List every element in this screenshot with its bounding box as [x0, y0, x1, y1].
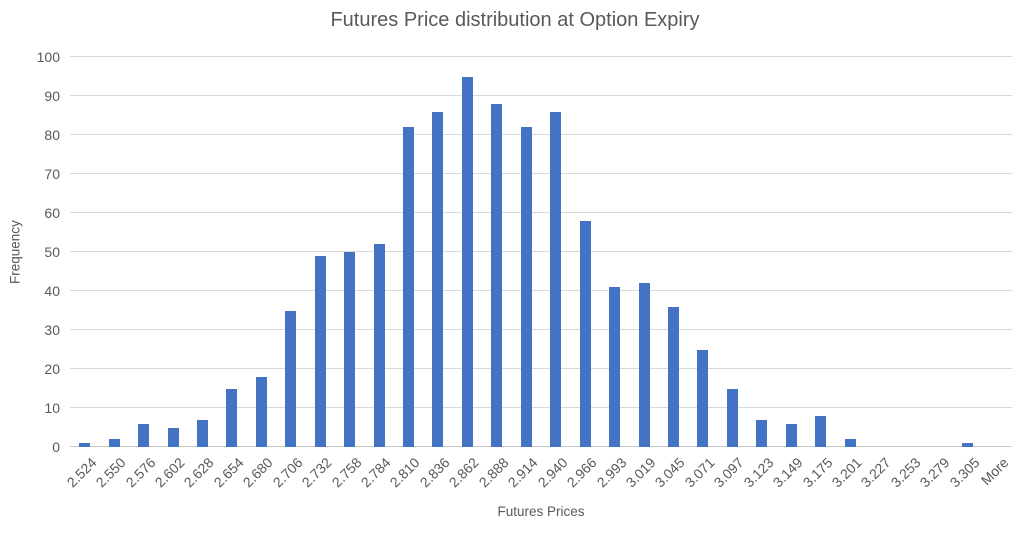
gridline — [70, 134, 1012, 135]
x-tick-label: 3.045 — [651, 454, 689, 491]
bar-2.628 — [196, 419, 208, 447]
x-tick-label: 2.628 — [180, 454, 218, 491]
x-tick-label: 2.966 — [563, 454, 600, 491]
x-tick-label: 3.097 — [710, 454, 747, 491]
x-tick-label: 2.914 — [504, 454, 541, 491]
x-tick-label: 3.019 — [622, 454, 659, 491]
x-tick-label: 2.550 — [92, 454, 129, 491]
x-tick-label: 2.888 — [475, 454, 512, 491]
gridline — [70, 368, 1012, 369]
bar-3.149 — [785, 423, 797, 447]
bar-2.993 — [609, 287, 621, 447]
x-tick-label: 2.836 — [416, 454, 453, 491]
bar-3.097 — [726, 388, 738, 447]
bar-3.175 — [815, 415, 827, 447]
gridline — [70, 56, 1012, 57]
bar-3.071 — [697, 349, 709, 447]
bar-2.732 — [314, 255, 326, 447]
x-tick-label: 3.279 — [916, 454, 954, 491]
gridline — [70, 407, 1012, 408]
bar-2.914 — [520, 127, 532, 447]
bar-3.123 — [756, 419, 768, 447]
x-tick-label: 3.071 — [681, 454, 718, 491]
x-tick-label: 2.810 — [387, 454, 424, 491]
bar-2.524 — [79, 443, 91, 447]
x-tick-label: More — [978, 454, 1012, 489]
bar-2.836 — [432, 111, 444, 447]
x-tick-label: 2.602 — [151, 454, 188, 491]
bar-3.305 — [962, 443, 974, 447]
bar-2.888 — [491, 103, 503, 447]
bar-2.810 — [403, 127, 415, 447]
x-tick-label: 2.654 — [210, 454, 247, 491]
gridline — [70, 329, 1012, 330]
x-tick-label: 3.253 — [887, 454, 924, 491]
gridline — [70, 95, 1012, 96]
gridline — [70, 446, 1012, 447]
bar-2.602 — [167, 427, 179, 447]
x-tick-label: 2.732 — [298, 454, 335, 491]
chart-title: Futures Price distribution at Option Exp… — [330, 9, 700, 31]
x-tick-label: 2.524 — [63, 454, 100, 491]
x-tick-label: 2.576 — [122, 454, 159, 491]
bar-2.654 — [226, 388, 238, 447]
x-tick-label: 3.305 — [946, 454, 983, 491]
x-tick-label: 2.940 — [534, 454, 571, 491]
x-tick-label: 2.680 — [239, 454, 276, 491]
x-tick-label: 3.201 — [828, 454, 865, 491]
x-axis-title: Futures Prices — [497, 504, 585, 519]
bar-2.758 — [344, 252, 356, 447]
x-tick-label: 3.227 — [858, 454, 895, 491]
bar-2.680 — [255, 376, 267, 447]
x-tick-label: 3.175 — [799, 454, 836, 491]
x-tick-label: 2.993 — [593, 454, 630, 491]
x-tick-label: 3.123 — [740, 454, 777, 491]
bar-3.045 — [667, 306, 679, 447]
bar-3.019 — [638, 283, 650, 447]
plot-area — [70, 56, 1012, 447]
x-tick-label: 2.706 — [269, 454, 306, 491]
bar-2.706 — [285, 310, 297, 447]
bar-2.550 — [108, 439, 120, 447]
bar-2.862 — [461, 76, 473, 447]
bar-2.576 — [138, 423, 150, 447]
y-axis-title: Frequency — [7, 220, 23, 284]
x-tick-label: 2.862 — [445, 454, 483, 491]
x-tick-label: 2.784 — [357, 454, 394, 491]
gridline — [70, 212, 1012, 213]
gridline — [70, 173, 1012, 174]
gridline — [70, 290, 1012, 291]
bar-3.201 — [844, 439, 856, 447]
x-tick-label: 2.758 — [328, 454, 365, 491]
bar-2.940 — [550, 111, 562, 447]
bar-2.966 — [579, 220, 591, 447]
bar-2.784 — [373, 244, 385, 447]
gridline — [70, 251, 1012, 252]
x-tick-label: 3.149 — [769, 454, 806, 491]
